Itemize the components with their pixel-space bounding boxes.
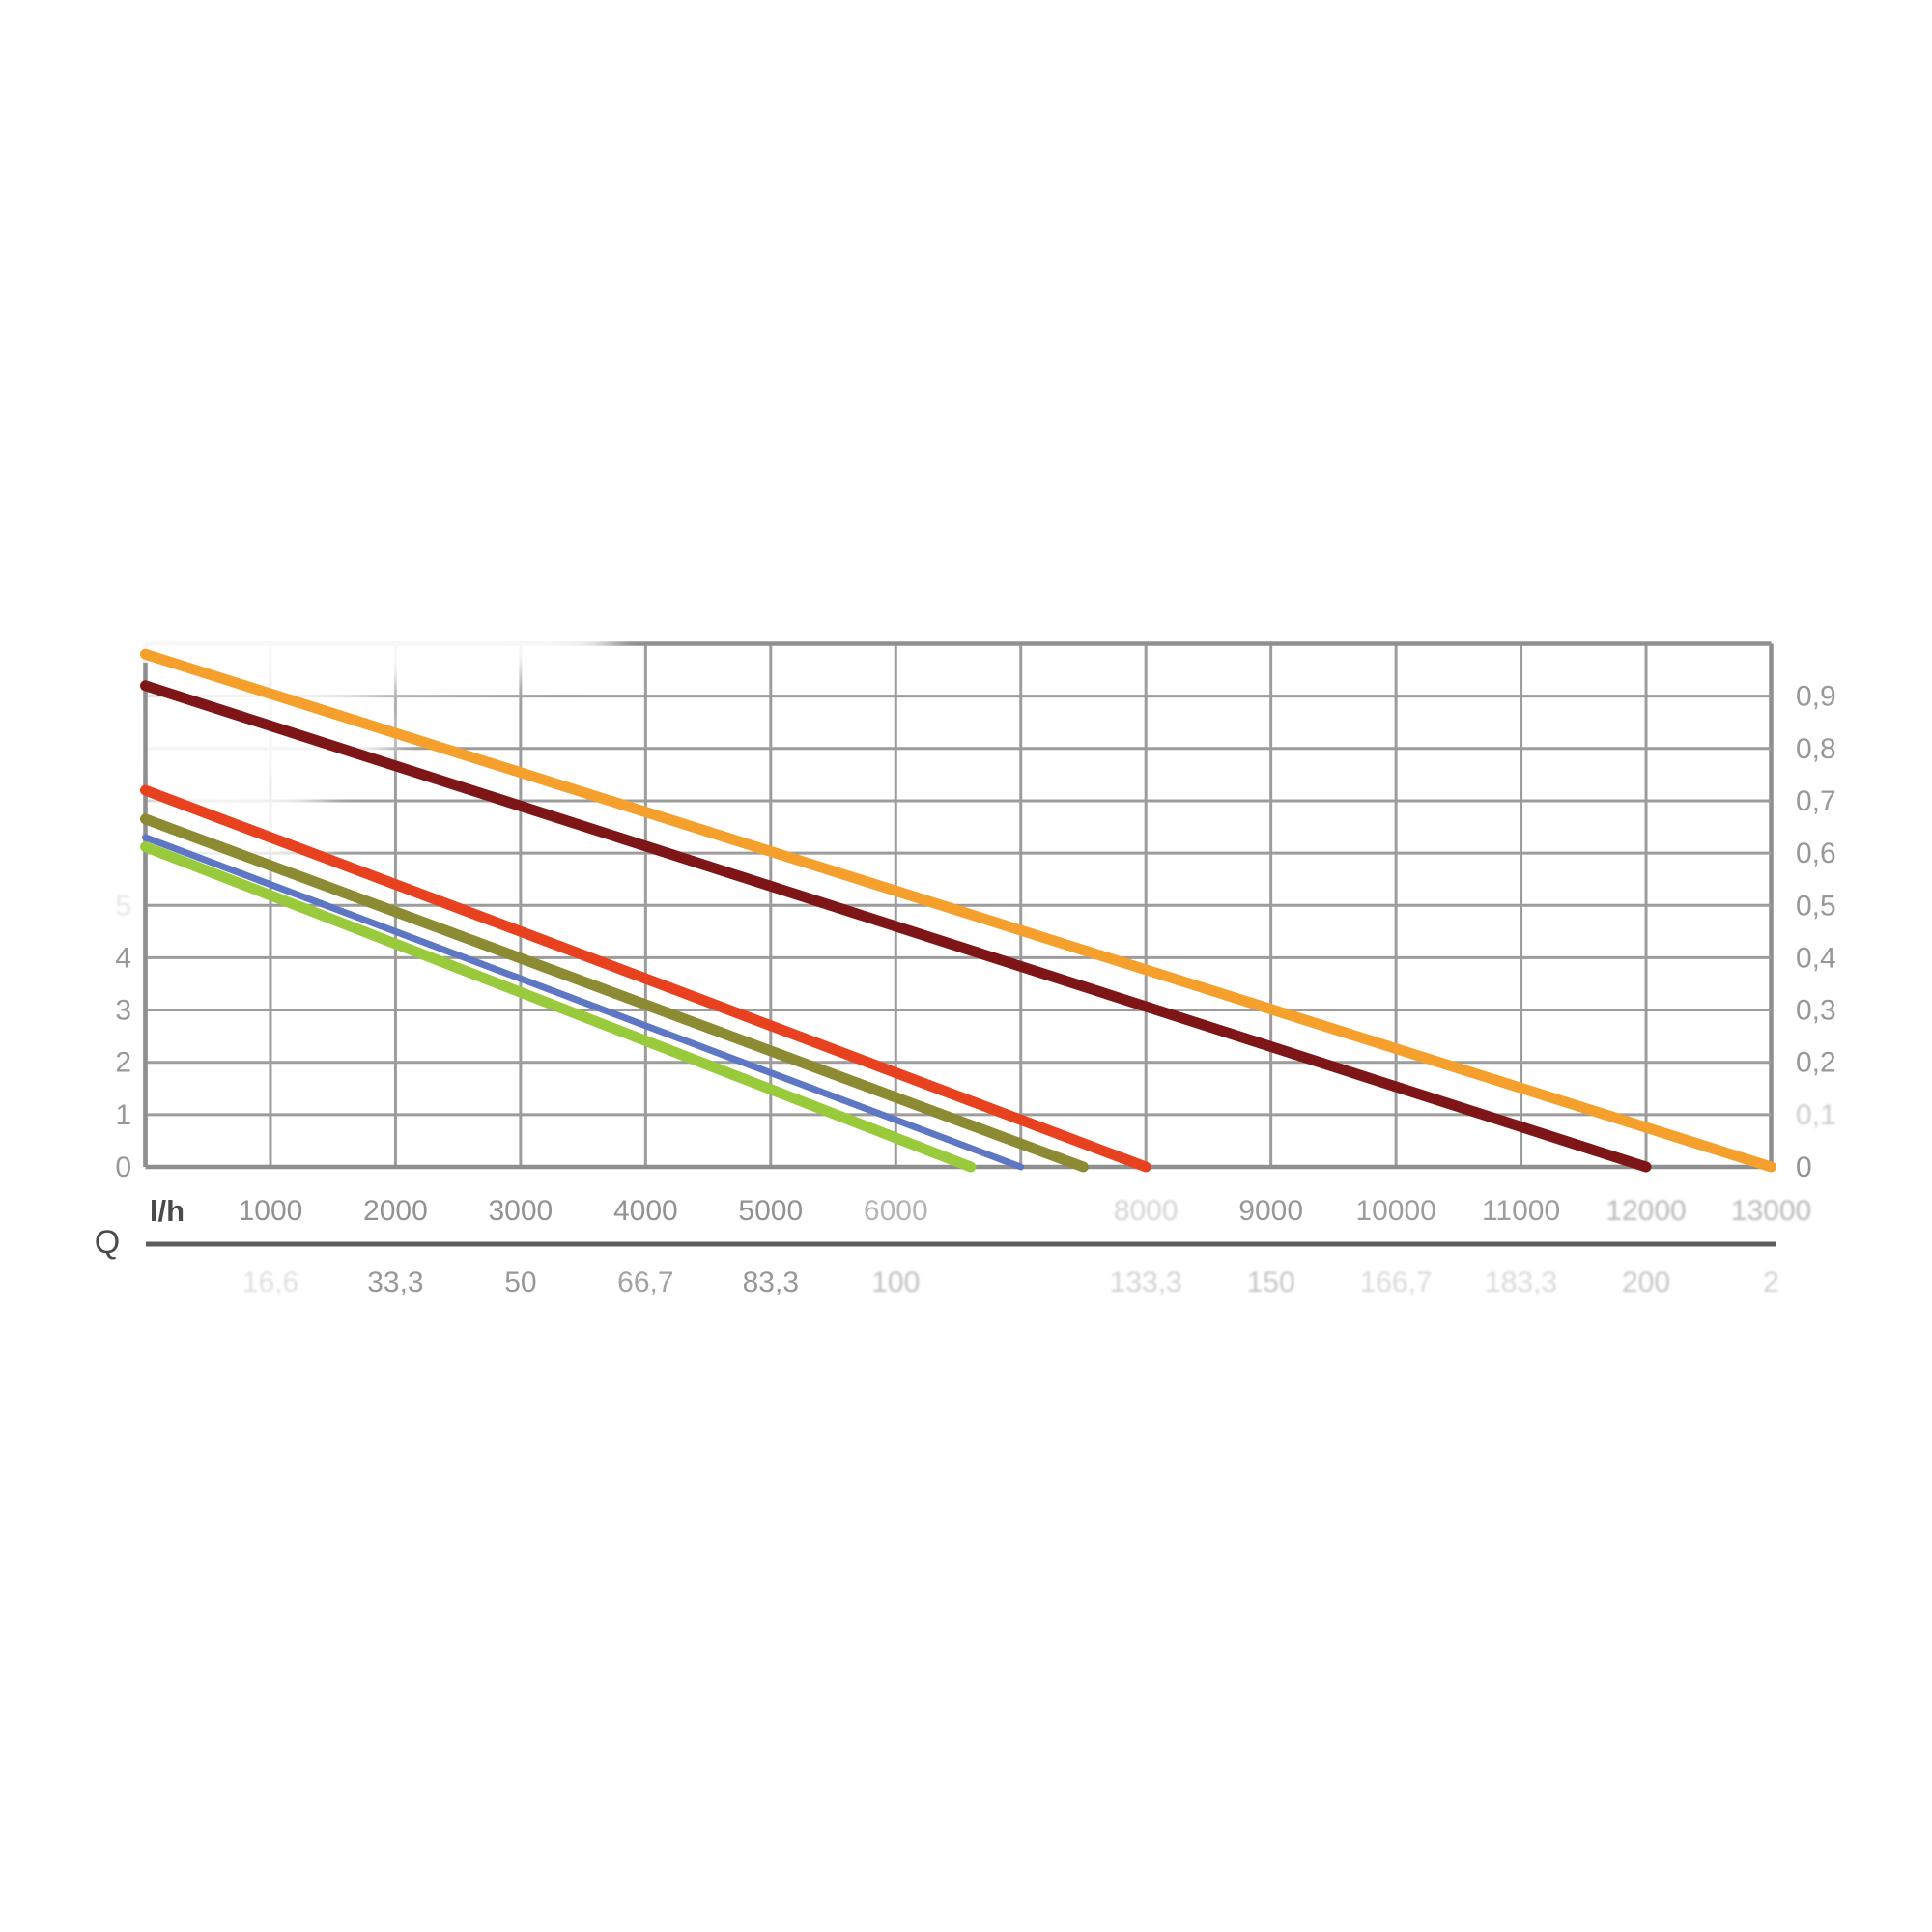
y-right-tick-label: 0 [1796, 1151, 1812, 1183]
x-tick-label: 13000 [1731, 1195, 1811, 1227]
x-tick-label: 5000 [738, 1195, 803, 1227]
y-left-tick-label: 1 [115, 1099, 131, 1131]
x-axis-unit-label: l/h [150, 1194, 185, 1228]
q-tick-label: 200 [1622, 1266, 1670, 1298]
axis-labels: l/h Q 1000 2000 3000 4000 5000 6000 8000 9000 10… [95, 681, 1836, 1298]
y-right-tick-label: 0,2 [1796, 1047, 1836, 1079]
x-tick-label: 8000 [1114, 1195, 1179, 1227]
q-tick-label: 50 [504, 1266, 536, 1298]
q-tick-label: 33,3 [367, 1266, 423, 1298]
curve-olive [140, 813, 1089, 1173]
q-tick-label: 16,6 [242, 1266, 298, 1298]
x-tick-label: 2000 [363, 1195, 428, 1227]
wash-patch [87, 676, 396, 792]
y-left-tick-label: 3 [115, 995, 131, 1027]
x-tick-label: 4000 [613, 1195, 678, 1227]
y-right-tick-label: 0,5 [1796, 890, 1836, 922]
y-right-tick-label: 0,7 [1796, 785, 1836, 817]
curve-dark-red [140, 680, 1652, 1173]
y-right-tick-label: 0,8 [1796, 733, 1836, 765]
x-tick-label: 11000 [1482, 1195, 1560, 1227]
y-right-tick-label: 0,4 [1796, 942, 1836, 974]
q-tick-label: 166,7 [1360, 1266, 1433, 1298]
pump-curves [140, 648, 1776, 1173]
curve-orange [140, 648, 1776, 1173]
y-left-tick-label: 5 [115, 890, 131, 922]
y-right-tick-label: 0,9 [1796, 681, 1836, 713]
wash-patch [39, 596, 618, 689]
q-axis-label: Q [95, 1224, 120, 1261]
x-tick-label: 9000 [1238, 1195, 1303, 1227]
grid [143, 641, 1774, 1170]
x-tick-label: 10000 [1355, 1195, 1435, 1227]
y-left-tick-label: 4 [115, 942, 131, 974]
y-left-tick-label: 0 [115, 1151, 131, 1183]
q-tick-label: 2 [1763, 1266, 1779, 1298]
x-tick-label: 6000 [864, 1195, 928, 1227]
curve-blue [142, 834, 1025, 1171]
q-tick-label: 133,3 [1110, 1266, 1182, 1298]
washed-out-patches [39, 596, 618, 874]
q-tick-label: 183,3 [1485, 1266, 1557, 1298]
axis-lines [143, 663, 1776, 1247]
y-right-tick-label: 0,1 [1796, 1099, 1836, 1131]
q-tick-label: 100 [871, 1266, 920, 1298]
q-tick-label: 150 [1247, 1266, 1295, 1298]
y-left-tick-label: 2 [115, 1047, 131, 1079]
q-tick-label: 66,7 [617, 1266, 673, 1298]
x-tick-label: 1000 [239, 1195, 303, 1227]
x-tick-label: 3000 [489, 1195, 554, 1227]
y-right-tick-label: 0,3 [1796, 995, 1836, 1027]
curve-red [140, 784, 1151, 1173]
x-tick-label: 12000 [1605, 1195, 1686, 1227]
q-tick-label: 83,3 [743, 1266, 799, 1298]
y-right-tick-label: 0,6 [1796, 838, 1836, 869]
curve-green [140, 841, 977, 1173]
